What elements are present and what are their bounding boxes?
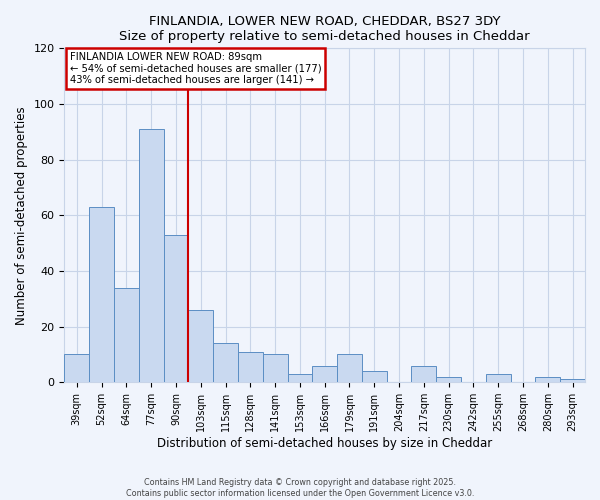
Bar — [337, 354, 362, 382]
Bar — [560, 380, 585, 382]
Text: FINLANDIA LOWER NEW ROAD: 89sqm
← 54% of semi-detached houses are smaller (177)
: FINLANDIA LOWER NEW ROAD: 89sqm ← 54% of… — [70, 52, 321, 85]
Bar — [89, 207, 114, 382]
Bar — [238, 352, 263, 382]
Bar — [263, 354, 287, 382]
Bar — [64, 354, 89, 382]
Bar — [313, 366, 337, 382]
Bar — [362, 371, 386, 382]
Bar — [164, 235, 188, 382]
Y-axis label: Number of semi-detached properties: Number of semi-detached properties — [15, 106, 28, 324]
Bar — [486, 374, 511, 382]
Bar — [287, 374, 313, 382]
Bar — [535, 376, 560, 382]
Title: FINLANDIA, LOWER NEW ROAD, CHEDDAR, BS27 3DY
Size of property relative to semi-d: FINLANDIA, LOWER NEW ROAD, CHEDDAR, BS27… — [119, 15, 530, 43]
Bar — [139, 129, 164, 382]
Bar — [412, 366, 436, 382]
Text: Contains HM Land Registry data © Crown copyright and database right 2025.
Contai: Contains HM Land Registry data © Crown c… — [126, 478, 474, 498]
Bar — [213, 344, 238, 382]
Bar — [114, 288, 139, 382]
X-axis label: Distribution of semi-detached houses by size in Cheddar: Distribution of semi-detached houses by … — [157, 437, 493, 450]
Bar — [436, 376, 461, 382]
Bar — [188, 310, 213, 382]
